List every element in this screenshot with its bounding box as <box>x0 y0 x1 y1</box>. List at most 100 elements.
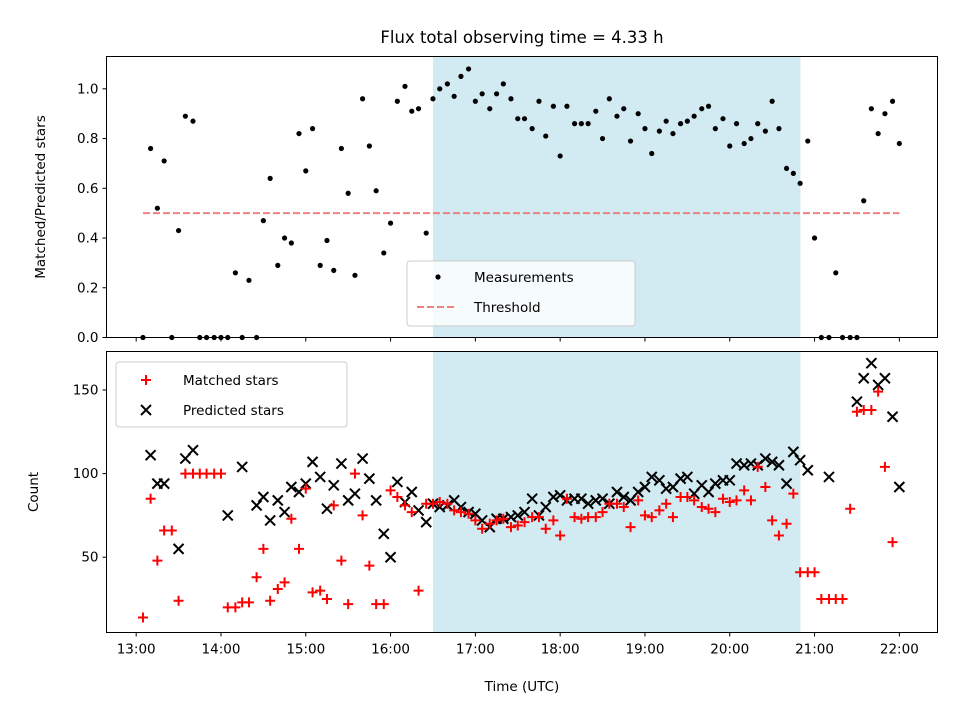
matched-star-point <box>851 406 862 417</box>
bottom-legend: Matched stars Predicted stars <box>115 361 348 428</box>
matched-star-point <box>279 577 290 588</box>
matched-star-point <box>293 543 304 554</box>
y-tick-label: 0.0 <box>77 330 98 346</box>
measurement-point <box>811 235 818 241</box>
measurement-point <box>317 262 323 268</box>
matched-star-point <box>625 522 636 533</box>
top-x-ticks <box>135 337 900 342</box>
bottom-axes-frame <box>106 351 938 633</box>
matched-star-point <box>505 522 516 533</box>
measurement-point <box>564 103 570 109</box>
top-axes-frame <box>106 56 938 338</box>
matched-star-point <box>463 508 474 519</box>
matched-star-point <box>590 512 601 523</box>
matched-star-point <box>710 507 721 518</box>
chart-title: Flux total observing time = 4.33 h <box>380 28 663 47</box>
x-tick-label: 19:00 <box>626 642 665 658</box>
measurement-point <box>444 81 450 87</box>
matched-star-point <box>724 497 735 508</box>
measurement-point <box>373 188 379 194</box>
matched-star-point <box>633 495 644 506</box>
predicted-star-point <box>759 452 772 465</box>
predicted-star-point <box>639 481 651 493</box>
predicted-star-point <box>618 491 630 503</box>
predicted-star-point <box>420 516 432 528</box>
predicted-star-point <box>590 494 602 507</box>
matched-star-point <box>646 512 657 523</box>
matched-star-point <box>385 485 396 496</box>
measurement-point <box>769 98 775 104</box>
legend-threshold-label: Threshold <box>473 300 541 316</box>
matched-star-point <box>533 512 544 523</box>
matched-star-point <box>455 507 466 518</box>
measurement-point <box>889 98 896 104</box>
matched-star-point <box>717 493 728 504</box>
matched-star-point <box>378 599 389 610</box>
x-tick-label: 17:00 <box>456 642 495 658</box>
measurement-point <box>875 130 881 137</box>
predicted-star-point <box>611 486 623 498</box>
matched-star-point <box>845 503 856 514</box>
predicted-star-point <box>858 372 870 384</box>
measurement-point <box>571 121 578 127</box>
legend-box <box>406 260 636 327</box>
matched-star-point <box>773 530 784 541</box>
predicted-star-point <box>335 457 348 470</box>
legend-measurement-marker <box>435 274 441 280</box>
x-tick-label: 22:00 <box>880 642 919 658</box>
matched-star-point <box>470 515 481 526</box>
predicted-star-point <box>787 446 800 458</box>
bottom-matched-points <box>138 387 898 623</box>
predicted-star-point <box>285 481 298 493</box>
matched-star-point <box>343 599 354 610</box>
measurement-point <box>458 73 464 79</box>
measurement-point <box>790 170 796 176</box>
matched-star-point <box>739 485 750 496</box>
predicted-star-point <box>780 477 793 490</box>
top-y-axis-label: Matched/Predicted stars <box>33 115 49 278</box>
matched-star-point <box>879 461 890 472</box>
matched-star-point <box>413 585 424 596</box>
predicted-star-point <box>158 477 170 490</box>
matched-star-point <box>618 502 629 513</box>
measurement-point <box>699 106 705 112</box>
matched-star-point <box>696 502 707 513</box>
predicted-star-point <box>596 492 609 505</box>
predicted-star-point <box>674 472 687 485</box>
top-legend: Measurements Threshold <box>406 260 636 327</box>
measurement-point <box>309 126 316 132</box>
measurement-point <box>437 86 443 92</box>
matched-star-point <box>731 495 742 506</box>
predicted-star-point <box>412 504 425 517</box>
measurement-point <box>423 230 429 236</box>
y-tick-label: 150 <box>73 382 99 398</box>
matched-star-point <box>286 513 297 524</box>
predicted-star-point <box>349 487 361 500</box>
predicted-star-point <box>505 511 517 523</box>
y-tick-label: 0.4 <box>77 231 98 247</box>
measurement-point <box>493 91 500 97</box>
matched-star-point <box>315 585 326 596</box>
predicted-star-point <box>738 459 750 471</box>
matched-star-point <box>576 513 587 524</box>
matched-star-point <box>449 505 460 516</box>
matched-star-point <box>548 515 559 526</box>
measurement-point <box>649 150 655 157</box>
matched-star-point <box>215 468 226 479</box>
predicted-star-point <box>681 471 694 483</box>
matched-star-point <box>137 612 148 623</box>
top-measurement-points <box>140 66 902 341</box>
matched-star-point <box>166 525 177 536</box>
measurement-point <box>161 158 167 164</box>
measurement-point <box>147 145 154 152</box>
predicted-star-point <box>646 471 658 483</box>
legend-predicted-label: Predicted stars <box>183 403 284 419</box>
measurement-point <box>741 140 747 147</box>
matched-star-point <box>745 495 756 506</box>
measurement-point <box>755 121 761 127</box>
measurement-point <box>635 111 641 117</box>
measurement-point <box>331 267 337 273</box>
measurement-point <box>479 91 485 97</box>
y-tick-label: 1.0 <box>77 81 98 97</box>
